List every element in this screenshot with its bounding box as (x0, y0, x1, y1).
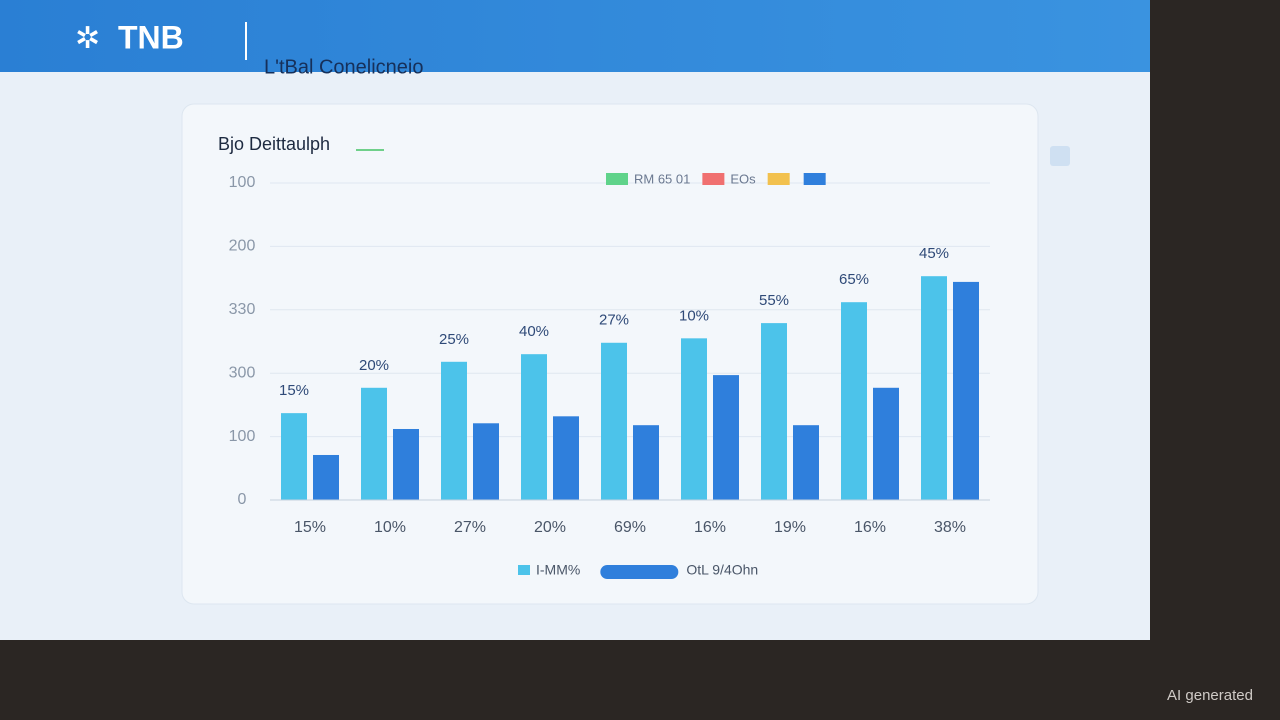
bar (521, 354, 547, 500)
x-tick-label: 20% (534, 519, 566, 536)
bar (921, 276, 947, 500)
y-tick-label: 330 (229, 301, 256, 318)
bar-annotation: 10% (679, 307, 709, 324)
bar (841, 302, 867, 500)
legend-swatch (767, 173, 790, 185)
bar (793, 425, 819, 500)
bar-chart: 0 100 300 330 200 100 RM 65 01 EOs 15% 15% 10% 20% 2… (229, 171, 990, 579)
bar (713, 375, 739, 500)
bar-annotation: 15% (279, 382, 309, 399)
legend-label: I-MM% (536, 562, 580, 578)
bar (441, 361, 467, 500)
bar-annotation: 45% (919, 245, 949, 262)
legend-swatch (702, 173, 725, 185)
y-tick-label: 300 (229, 364, 256, 381)
legend-swatch (600, 565, 679, 579)
bar-annotation: 25% (439, 331, 469, 348)
x-tick-label: 27% (454, 519, 486, 536)
bar (553, 416, 579, 500)
bar (281, 413, 307, 500)
app-title: L'tBal Conelicneio (264, 56, 423, 78)
y-tick-label: 100 (229, 174, 256, 191)
bar (473, 423, 499, 500)
y-tick-label: 200 (229, 238, 256, 255)
legend-label: EOs (730, 171, 756, 186)
x-tick-label: 10% (374, 519, 406, 536)
bar (601, 342, 627, 500)
bar (361, 387, 387, 500)
bar (873, 387, 899, 500)
bar (761, 323, 787, 500)
x-tick-label: 38% (934, 519, 966, 536)
x-tick-label: 69% (614, 519, 646, 536)
logo: TNB (118, 19, 184, 55)
bar (633, 425, 659, 500)
y-tick-label: 0 (238, 491, 247, 508)
x-tick-label: 19% (774, 519, 806, 536)
legend-swatch (518, 565, 530, 575)
chart-title: Bjo Deittaulph (218, 134, 330, 154)
legend-label: OtL 9/4Ohn (686, 562, 758, 578)
bar-annotation: 55% (759, 292, 789, 309)
x-tick-label: 15% (294, 519, 326, 536)
x-tick-label: 16% (854, 519, 886, 536)
menu-button[interactable] (1050, 146, 1070, 166)
bar (953, 281, 979, 500)
bar-annotation: 20% (359, 357, 389, 374)
logo-icon: ✲ (75, 22, 100, 55)
x-tick-label: 16% (694, 519, 726, 536)
bar-annotation: 27% (599, 312, 629, 329)
legend-swatch (606, 173, 628, 185)
bar (313, 454, 339, 500)
header-bar (0, 0, 1150, 72)
watermark: AI generated (1167, 687, 1253, 704)
legend-swatch (803, 173, 826, 185)
bar (393, 428, 419, 500)
bar-annotation: 40% (519, 323, 549, 340)
y-tick-label: 100 (229, 428, 256, 445)
bar-annotation: 65% (839, 271, 869, 288)
bar (681, 338, 707, 500)
legend-label: RM 65 01 (634, 171, 690, 186)
